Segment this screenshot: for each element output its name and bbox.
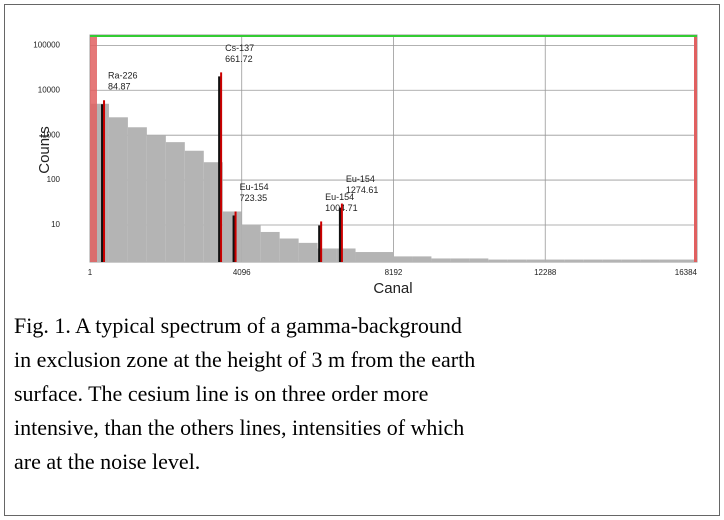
histogram-bar [469,258,489,262]
histogram-bar [260,231,280,262]
right-limit [694,35,697,262]
peak-energy: 661.72 [225,54,253,64]
histogram-bar [659,259,679,262]
y-tick-label: 100 [47,175,61,184]
histogram-bar [241,224,261,262]
peak-energy: 1274.61 [346,185,379,195]
y-tick-label: 1000 [42,130,60,139]
histogram-bar [545,259,565,262]
histogram-bar [507,259,527,262]
histogram-bar [393,256,413,262]
histogram-bar [146,135,166,262]
histogram-bar [165,142,185,262]
histogram-bar [450,258,470,262]
x-tick-label: 8192 [385,268,403,277]
histogram-bar [412,256,432,262]
plot: 10 100 1000 10000 100000 1 4096 8192 12288 16384 R… [33,34,698,277]
histogram-bar [526,259,546,262]
histogram-bar [431,258,451,262]
histogram-bar [298,242,318,262]
histogram-bar [222,211,242,262]
caption-line: surface. The cesium line is on three ord… [14,381,428,406]
histogram-bar [108,117,128,262]
peak-energy: 84.87 [108,82,131,92]
histogram-bar [184,150,204,262]
histogram-bar [317,248,337,262]
x-axis-label: Canal [373,280,412,297]
peak-name: Eu-154 [325,192,354,202]
peak-shadow [338,207,342,262]
histogram-bar [374,252,394,262]
histogram-bar [488,259,508,262]
peak-name: Eu-154 [240,182,269,192]
x-tick-label: 16384 [675,268,698,277]
peak-energy: 723.35 [240,193,268,203]
peak-name: Eu-154 [346,174,375,184]
histogram-bar [583,259,603,262]
histogram-bar [621,259,641,262]
peak-name: Ra-226 [108,71,138,81]
caption-line: Fig. 1. A typical spectrum of a gamma-ba… [14,313,462,338]
left-limit [90,35,97,262]
y-tick-label: 100000 [33,40,60,49]
histogram-bar [564,259,584,262]
peak-shadow [101,104,105,262]
y-axis-label: Counts [36,126,53,174]
x-tick-label: 1 [88,268,93,277]
histogram-bar [602,259,622,262]
peak-shadow [318,225,322,262]
histogram-bar [203,162,223,262]
caption-line: are at the noise level. [14,449,200,474]
histogram-bar [355,252,375,262]
y-tick-label: 10 [51,220,60,229]
peak-shadow [232,215,236,262]
histogram-bar [279,238,299,262]
peak-shadow [218,76,222,262]
x-tick-label: 4096 [233,268,251,277]
histogram-bar [678,259,697,262]
histogram-bar [640,259,660,262]
x-tick-label: 12288 [534,268,557,277]
histogram-bar [127,127,147,263]
caption-line: intensive, than the others lines, intens… [14,415,464,440]
y-tick-label: 10000 [38,85,61,94]
caption-line: in exclusion zone at the height of 3 m f… [14,347,475,372]
peak-name: Cs-137 [225,43,254,53]
